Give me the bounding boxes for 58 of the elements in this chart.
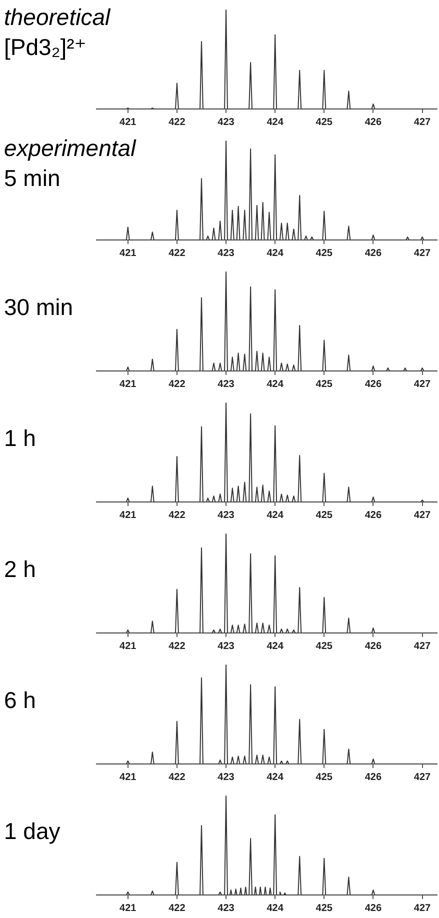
x-tick-label: 427 xyxy=(414,116,432,128)
x-tick-label: 424 xyxy=(266,248,284,259)
x-tick-label: 422 xyxy=(168,772,186,783)
x-tick-label: 427 xyxy=(414,640,432,652)
x-tick-label: 423 xyxy=(218,640,235,652)
text: 1 day xyxy=(4,817,60,846)
x-tick-label: 423 xyxy=(218,902,235,914)
x-tick-label: 426 xyxy=(364,116,382,128)
x-tick-label: 422 xyxy=(168,902,186,914)
x-tick-label: 425 xyxy=(316,378,333,390)
x-tick-label: 425 xyxy=(316,510,333,521)
x-tick-label: 427 xyxy=(414,510,432,521)
chart-title: experimental xyxy=(4,134,136,163)
x-tick-label: 424 xyxy=(266,510,284,521)
text: 2 h xyxy=(4,555,36,584)
x-tick-label: 421 xyxy=(120,640,137,652)
x-tick-label: 421 xyxy=(120,772,137,783)
x-tick-label: 421 xyxy=(120,248,137,259)
x-tick-label: 425 xyxy=(316,772,333,783)
text: 6 h xyxy=(4,686,36,715)
x-tick-label: 422 xyxy=(168,248,186,259)
x-tick-label: 424 xyxy=(266,116,284,128)
x-tick-label: 423 xyxy=(218,248,235,259)
x-tick-label: 423 xyxy=(218,772,235,783)
x-tick-label: 425 xyxy=(316,248,333,259)
x-tick-label: 426 xyxy=(364,378,382,390)
x-tick-label: 426 xyxy=(364,772,382,783)
text: 5 min xyxy=(4,164,62,193)
x-tick-label: 427 xyxy=(414,902,432,914)
x-tick-label: 425 xyxy=(316,902,333,914)
x-tick-label: 421 xyxy=(120,378,137,390)
x-tick-label: 423 xyxy=(218,116,235,128)
x-tick-label: 427 xyxy=(414,248,432,259)
x-tick-label: 424 xyxy=(266,902,284,914)
x-tick-label: 422 xyxy=(168,640,186,652)
x-tick-label: 421 xyxy=(120,510,137,521)
x-tick-label: 426 xyxy=(364,510,382,521)
x-tick-label: 424 xyxy=(266,640,284,652)
x-tick-label: 421 xyxy=(120,116,137,128)
x-tick-label: 424 xyxy=(266,772,284,783)
x-tick-label: 425 xyxy=(316,116,333,128)
x-tick-label: 425 xyxy=(316,640,333,652)
x-tick-label: 426 xyxy=(364,640,382,652)
x-tick-label: 423 xyxy=(218,378,235,390)
x-tick-label: 423 xyxy=(218,510,235,521)
x-tick-label: 427 xyxy=(414,772,432,783)
x-tick-label: 426 xyxy=(364,902,382,914)
x-tick-label: 424 xyxy=(266,378,284,390)
text: [Pd3₂]²⁺ xyxy=(4,33,88,62)
text: 30 min xyxy=(4,293,74,322)
x-tick-label: 422 xyxy=(168,378,186,390)
x-tick-label: 426 xyxy=(364,248,382,259)
text: 1 h xyxy=(4,424,36,453)
x-tick-label: 422 xyxy=(168,116,186,128)
x-tick-label: 422 xyxy=(168,510,186,521)
x-tick-label: 421 xyxy=(120,902,137,914)
x-tick-label: 427 xyxy=(414,378,432,390)
chart-title: theoretical xyxy=(4,3,110,32)
